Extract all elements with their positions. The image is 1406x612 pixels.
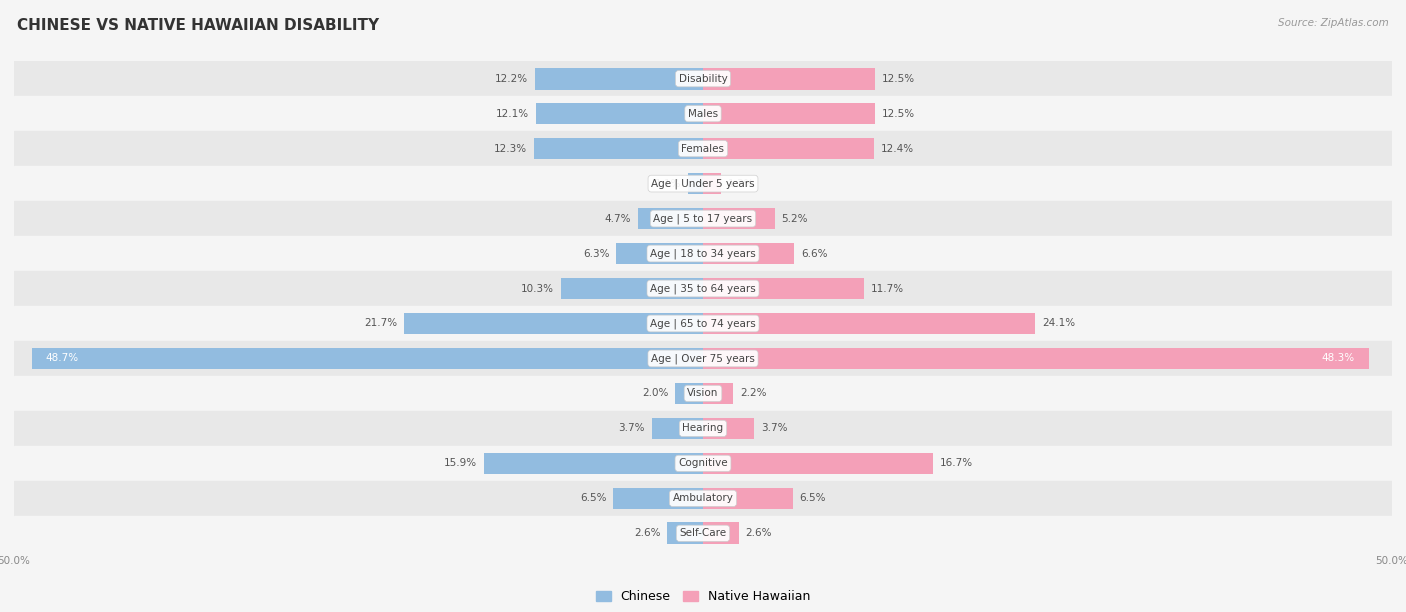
- Bar: [484, 452, 703, 474]
- Bar: [703, 243, 794, 264]
- Text: 10.3%: 10.3%: [522, 283, 554, 294]
- Text: 6.3%: 6.3%: [583, 248, 609, 258]
- Text: 15.9%: 15.9%: [444, 458, 477, 468]
- Text: Females: Females: [682, 144, 724, 154]
- Bar: [703, 68, 875, 89]
- Bar: [536, 103, 703, 124]
- Bar: [688, 173, 703, 195]
- Text: 12.1%: 12.1%: [496, 109, 530, 119]
- Text: 4.7%: 4.7%: [605, 214, 631, 223]
- Bar: [533, 138, 703, 160]
- Text: Vision: Vision: [688, 389, 718, 398]
- Bar: [703, 382, 734, 405]
- Text: 12.5%: 12.5%: [882, 109, 915, 119]
- Text: 12.3%: 12.3%: [494, 144, 527, 154]
- Bar: [703, 173, 721, 195]
- Bar: [703, 417, 754, 439]
- Text: 48.3%: 48.3%: [1322, 354, 1355, 364]
- Text: Age | Over 75 years: Age | Over 75 years: [651, 353, 755, 364]
- Text: 3.7%: 3.7%: [619, 424, 645, 433]
- Text: 12.2%: 12.2%: [495, 73, 529, 84]
- Text: Age | 65 to 74 years: Age | 65 to 74 years: [650, 318, 756, 329]
- Text: 1.1%: 1.1%: [654, 179, 681, 188]
- Bar: [32, 348, 703, 369]
- Text: 12.4%: 12.4%: [880, 144, 914, 154]
- Text: Cognitive: Cognitive: [678, 458, 728, 468]
- Bar: [668, 523, 703, 544]
- Bar: [703, 313, 1035, 334]
- Bar: [14, 306, 1392, 341]
- Bar: [613, 488, 703, 509]
- Bar: [703, 138, 875, 160]
- Text: Self-Care: Self-Care: [679, 528, 727, 539]
- Text: Source: ZipAtlas.com: Source: ZipAtlas.com: [1278, 18, 1389, 28]
- Text: 5.2%: 5.2%: [782, 214, 808, 223]
- Text: 21.7%: 21.7%: [364, 318, 396, 329]
- Text: Age | 18 to 34 years: Age | 18 to 34 years: [650, 248, 756, 259]
- Bar: [675, 382, 703, 405]
- Text: 12.5%: 12.5%: [882, 73, 915, 84]
- Bar: [14, 236, 1392, 271]
- Bar: [14, 96, 1392, 131]
- Bar: [14, 516, 1392, 551]
- Text: 1.3%: 1.3%: [728, 179, 754, 188]
- Text: 3.7%: 3.7%: [761, 424, 787, 433]
- Text: Disability: Disability: [679, 73, 727, 84]
- Text: Age | 5 to 17 years: Age | 5 to 17 years: [654, 214, 752, 224]
- Bar: [616, 243, 703, 264]
- Text: Age | Under 5 years: Age | Under 5 years: [651, 178, 755, 189]
- Bar: [14, 481, 1392, 516]
- Text: 16.7%: 16.7%: [941, 458, 973, 468]
- Text: 24.1%: 24.1%: [1042, 318, 1076, 329]
- Bar: [703, 488, 793, 509]
- Bar: [703, 452, 934, 474]
- Bar: [703, 103, 875, 124]
- Bar: [703, 278, 865, 299]
- Bar: [638, 207, 703, 230]
- Text: Hearing: Hearing: [682, 424, 724, 433]
- Text: 48.7%: 48.7%: [46, 354, 79, 364]
- Bar: [703, 523, 738, 544]
- Text: Age | 35 to 64 years: Age | 35 to 64 years: [650, 283, 756, 294]
- Bar: [404, 313, 703, 334]
- Text: 6.5%: 6.5%: [581, 493, 606, 503]
- Text: 6.6%: 6.6%: [801, 248, 827, 258]
- Text: Ambulatory: Ambulatory: [672, 493, 734, 503]
- Bar: [14, 376, 1392, 411]
- Bar: [703, 207, 775, 230]
- Text: 2.6%: 2.6%: [634, 528, 661, 539]
- Text: Males: Males: [688, 109, 718, 119]
- Bar: [14, 411, 1392, 446]
- Bar: [14, 341, 1392, 376]
- Text: CHINESE VS NATIVE HAWAIIAN DISABILITY: CHINESE VS NATIVE HAWAIIAN DISABILITY: [17, 18, 380, 34]
- Text: 2.2%: 2.2%: [740, 389, 766, 398]
- Text: 6.5%: 6.5%: [800, 493, 825, 503]
- Bar: [534, 68, 703, 89]
- Bar: [561, 278, 703, 299]
- Bar: [652, 417, 703, 439]
- Text: 2.0%: 2.0%: [643, 389, 669, 398]
- Bar: [14, 166, 1392, 201]
- Bar: [14, 201, 1392, 236]
- Legend: Chinese, Native Hawaiian: Chinese, Native Hawaiian: [591, 585, 815, 608]
- Bar: [14, 131, 1392, 166]
- Bar: [14, 446, 1392, 481]
- Bar: [14, 61, 1392, 96]
- Text: 11.7%: 11.7%: [872, 283, 904, 294]
- Text: 2.6%: 2.6%: [745, 528, 772, 539]
- Bar: [703, 348, 1368, 369]
- Bar: [14, 271, 1392, 306]
